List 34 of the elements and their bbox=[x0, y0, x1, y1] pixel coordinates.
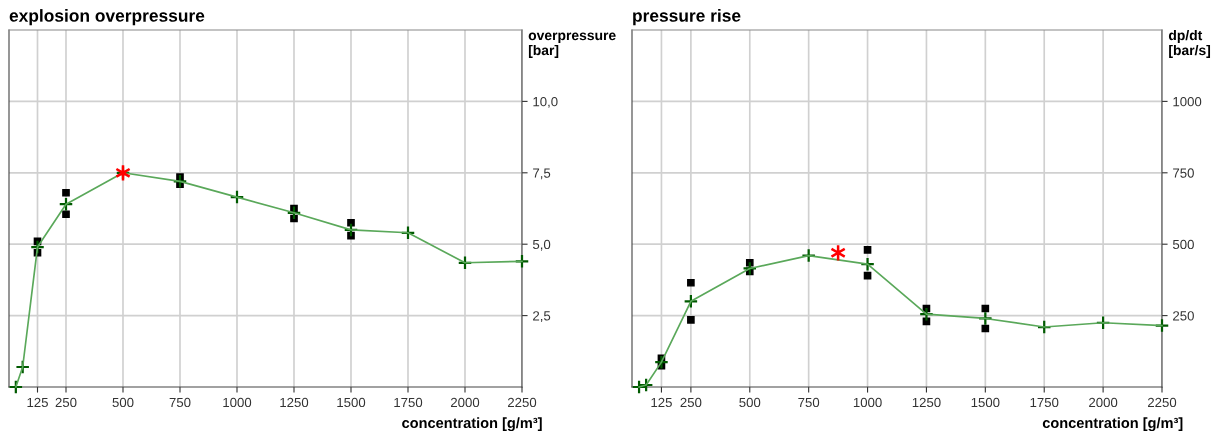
x-tick-label: 250 bbox=[680, 397, 702, 408]
x-tick-label: 2000 bbox=[450, 397, 480, 408]
y-tick-label: 250 bbox=[1173, 311, 1194, 321]
x-tick-label: 500 bbox=[112, 397, 134, 408]
y-tick-label: 500 bbox=[1172, 239, 1194, 250]
x-tick-label: 1500 bbox=[971, 397, 1000, 408]
x-tick-label: 2000 bbox=[1089, 397, 1118, 408]
x-tick-label: 2250 bbox=[507, 397, 537, 408]
y-tick-label: 7,5 bbox=[533, 168, 551, 180]
x-tick-label: 125 bbox=[27, 397, 48, 408]
x-tick-label: 250 bbox=[55, 397, 77, 408]
y-tick-label: 2,5 bbox=[533, 311, 551, 323]
y-axis-title: dp/dt [bar/s] bbox=[1168, 30, 1211, 58]
x-tick-label: 1000 bbox=[853, 397, 882, 408]
x-tick-label: 1750 bbox=[394, 397, 423, 408]
x-tick-label: 1750 bbox=[1030, 397, 1059, 408]
y-tick-label: 10,0 bbox=[533, 96, 558, 108]
chart-title: explosion overpressure bbox=[9, 9, 205, 26]
x-axis-title: concentration [g/m³] bbox=[402, 417, 542, 431]
y-tick-label: 1000 bbox=[1173, 96, 1202, 107]
x-tick-label: 750 bbox=[798, 397, 820, 408]
x-tick-label: 1500 bbox=[337, 397, 366, 408]
x-axis-title: concentration [g/m³] bbox=[1042, 417, 1183, 431]
y-axis-title: overpressure [bar] bbox=[528, 32, 616, 58]
x-tick-label: 1250 bbox=[280, 397, 309, 408]
x-tick-label: 750 bbox=[169, 397, 191, 408]
x-tick-label: 125 bbox=[651, 397, 672, 408]
x-tick-label: 1250 bbox=[912, 397, 941, 408]
x-tick-label: 500 bbox=[739, 397, 761, 408]
y-tick-label: 750 bbox=[1173, 168, 1194, 178]
x-tick-label: 1000 bbox=[223, 397, 252, 408]
x-tick-label: 2250 bbox=[1147, 397, 1177, 408]
y-tick-label: 5,0 bbox=[532, 239, 551, 251]
chart-title: pressure rise bbox=[633, 9, 741, 26]
